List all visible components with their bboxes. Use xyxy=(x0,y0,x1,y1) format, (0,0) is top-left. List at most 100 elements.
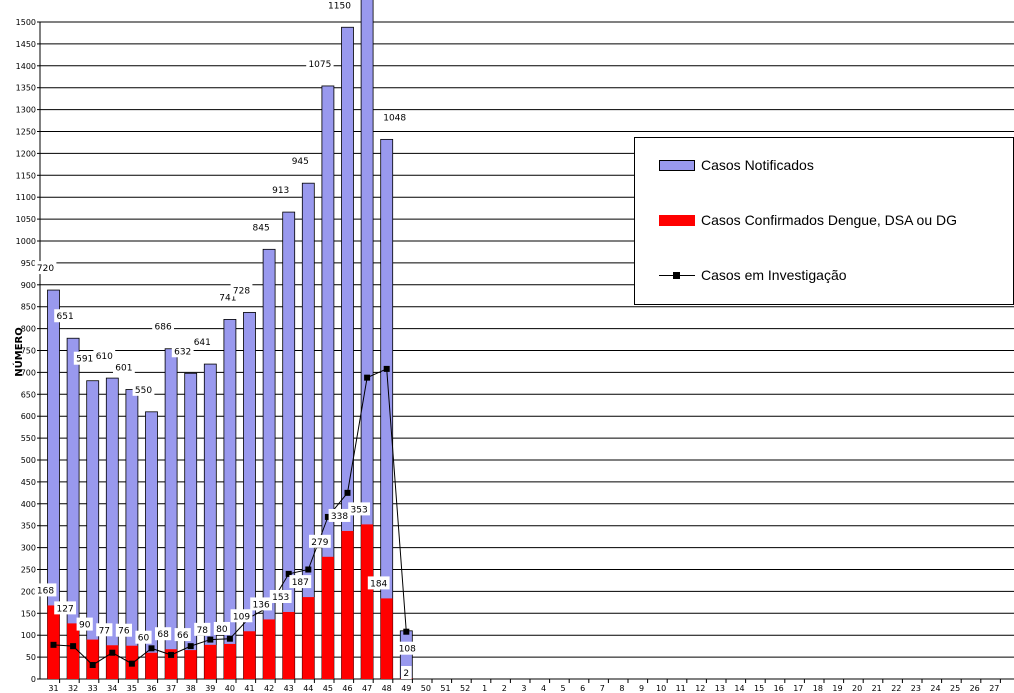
bar-confirmados xyxy=(321,556,334,679)
x-tick-label: 46 xyxy=(342,684,352,693)
y-tick-label: 0 xyxy=(31,675,36,684)
x-tick-label: 23 xyxy=(911,684,921,693)
investigation-marker xyxy=(109,649,116,656)
label-notificados: 610 xyxy=(96,352,113,362)
label-notificados: 632 xyxy=(174,347,191,357)
investigation-marker xyxy=(148,645,155,652)
investigation-marker xyxy=(383,365,390,372)
axes: 0501001502002503003504004505005506006507… xyxy=(16,18,1014,693)
label-confirmados: 2 xyxy=(403,669,409,679)
legend-item-investigacao: Casos em Investigação xyxy=(659,267,847,283)
label-confirmados-bg xyxy=(96,623,113,637)
x-tick-label: 39 xyxy=(205,684,215,693)
x-tick-label: 52 xyxy=(460,684,470,693)
y-tick-label: 500 xyxy=(21,456,36,465)
y-tick-label: 200 xyxy=(21,587,36,596)
x-tick-label: 25 xyxy=(950,684,960,693)
label-notificados-bg xyxy=(171,344,194,358)
investigation-marker xyxy=(70,643,77,650)
x-tick-label: 47 xyxy=(362,684,372,693)
investigation-marker xyxy=(226,635,233,642)
y-tick-label: 150 xyxy=(21,609,36,618)
label-confirmados-bg xyxy=(135,630,152,644)
y-tick-label: 800 xyxy=(21,325,36,334)
label-notificados-bg xyxy=(269,183,292,197)
x-tick-label: 37 xyxy=(166,684,176,693)
y-tick-label: 1000 xyxy=(16,237,36,246)
bar-confirmados xyxy=(67,623,80,679)
y-tick-label: 250 xyxy=(21,566,36,575)
label-confirmados: 187 xyxy=(292,578,309,588)
x-tick-label: 50 xyxy=(421,684,431,693)
bar-confirmados xyxy=(243,631,256,679)
y-tick-label: 1150 xyxy=(16,171,36,180)
label-notificados-bg xyxy=(191,335,214,349)
legend: Casos Notificados Casos Confirmados Deng… xyxy=(634,137,1014,305)
label-notificados: 1075 xyxy=(308,60,331,70)
y-tick-label: 550 xyxy=(21,434,36,443)
y-tick-label: 1350 xyxy=(16,84,36,93)
y-tick-label: 1400 xyxy=(16,62,36,71)
y-tick-label: 450 xyxy=(21,478,36,487)
x-tick-label: 4 xyxy=(541,684,546,693)
label-confirmados-bg xyxy=(348,502,370,516)
bar-confirmados xyxy=(184,650,197,679)
legend-swatch-confirmados xyxy=(659,214,695,226)
investigation-marker xyxy=(324,513,331,520)
y-tick-label: 1300 xyxy=(16,106,36,115)
x-tick-label: 14 xyxy=(734,684,744,693)
y-tick-label: 950 xyxy=(21,259,36,268)
investigation-marker xyxy=(305,566,312,573)
label-notificados-bg xyxy=(54,309,76,323)
label-notificados-bg xyxy=(325,0,354,12)
x-tick-label: 10 xyxy=(656,684,666,693)
label-confirmados-bg xyxy=(76,617,93,631)
x-tick-label: 38 xyxy=(186,684,196,693)
x-tick-label: 5 xyxy=(561,684,566,693)
x-tick-label: 19 xyxy=(832,684,842,693)
y-tick-label: 1050 xyxy=(16,215,36,224)
label-confirmados-bg xyxy=(174,628,191,642)
label-confirmados: 78 xyxy=(197,626,209,636)
bar-confirmados xyxy=(282,611,295,679)
bar-confirmados xyxy=(380,598,393,679)
y-tick-label: 1450 xyxy=(16,40,36,49)
label-confirmados: 60 xyxy=(138,634,150,644)
label-confirmados: 136 xyxy=(253,600,270,610)
x-tick-label: 11 xyxy=(676,684,686,693)
label-confirmados: 77 xyxy=(99,626,110,636)
label-investigacao: 108 xyxy=(399,645,416,655)
label-confirmados: 338 xyxy=(331,512,348,522)
y-tick-label: 100 xyxy=(21,631,36,640)
label-notificados: 945 xyxy=(292,157,309,167)
legend-label-notificados: Casos Notificados xyxy=(701,157,814,173)
label-confirmados-bg xyxy=(54,601,76,615)
x-tick-label: 2 xyxy=(502,684,507,693)
y-tick-label: 350 xyxy=(21,522,36,531)
bar-confirmados xyxy=(86,639,99,679)
label-notificados-bg xyxy=(34,261,57,275)
investigation-marker xyxy=(403,628,410,635)
label-confirmados: 68 xyxy=(157,630,169,640)
x-tick-label: 40 xyxy=(225,684,235,693)
label-notificados: 845 xyxy=(253,223,270,233)
investigation-marker xyxy=(50,641,57,648)
label-notificados-bg xyxy=(289,154,312,168)
investigation-marker xyxy=(364,374,371,381)
label-confirmados: 80 xyxy=(216,625,228,635)
x-tick-label: 49 xyxy=(401,684,411,693)
x-tick-label: 6 xyxy=(580,684,585,693)
label-confirmados-bg xyxy=(269,589,292,603)
legend-swatch-investigacao xyxy=(659,270,695,281)
x-tick-label: 7 xyxy=(600,684,605,693)
y-axis-label: NÚMERO xyxy=(12,327,25,376)
x-tick-label: 41 xyxy=(244,684,254,693)
investigation-marker xyxy=(128,660,135,667)
label-notificados: 1048 xyxy=(383,113,406,123)
x-tick-label: 35 xyxy=(127,684,137,693)
x-tick-label: 48 xyxy=(382,684,392,693)
bar-confirmados xyxy=(302,597,315,679)
label-notificados: 591 xyxy=(76,355,93,365)
label-confirmados-bg xyxy=(213,621,230,635)
